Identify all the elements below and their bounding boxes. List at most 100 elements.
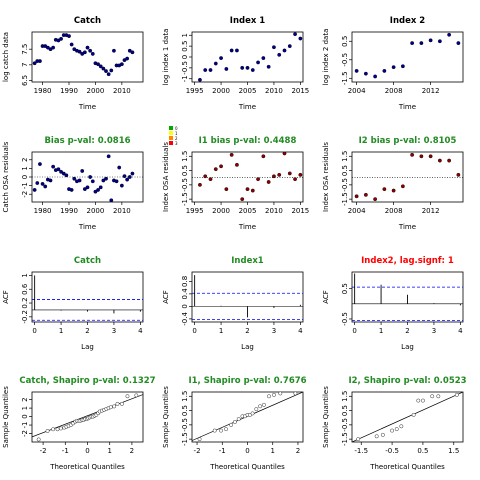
plot-frame — [351, 391, 464, 443]
x-tick-label: 4 — [458, 327, 463, 335]
legend-swatch — [169, 136, 173, 140]
x-tick-label: 2000 — [212, 87, 230, 95]
data-point — [261, 402, 266, 407]
data-point — [59, 169, 63, 174]
y-axis-label: log index 1 data — [162, 29, 170, 86]
data-point — [256, 177, 260, 182]
x-tick-label: -2 — [40, 447, 47, 455]
data-point — [250, 188, 255, 193]
data-point — [32, 61, 37, 66]
data-point — [104, 69, 108, 73]
x-tick-label: 2005 — [239, 207, 257, 215]
x-tick-label: 3 — [272, 327, 276, 335]
y-tick-label: 0.5 — [341, 165, 349, 176]
y-tick-label: 1 — [21, 273, 29, 277]
x-tick-label: 1 — [379, 327, 383, 335]
y-tick-label: 0.5 — [341, 405, 349, 416]
x-tick-label: 2015 — [291, 87, 309, 95]
data-point — [272, 45, 276, 50]
data-point — [119, 183, 124, 188]
x-tick-label: 2004 — [348, 207, 366, 215]
data-point — [411, 412, 416, 417]
data-point — [96, 188, 100, 192]
x-tick-label: 1990 — [60, 207, 78, 215]
data-point — [235, 48, 239, 53]
x-tick-label: 4 — [138, 327, 143, 335]
data-layer — [32, 33, 135, 77]
data-point — [120, 401, 124, 406]
data-point — [56, 167, 61, 172]
x-tick-label: -1.5 — [354, 447, 368, 455]
plot-frame — [191, 31, 304, 83]
data-point — [197, 437, 202, 442]
y-tick-label: -0.5 — [181, 418, 189, 432]
data-point — [363, 192, 368, 197]
y-tick-label: -0.5 — [341, 312, 349, 326]
x-axis-label: Time — [238, 223, 256, 231]
x-tick-label: 3 — [112, 327, 116, 335]
x-tick-label: 2 — [85, 327, 89, 335]
panel-qq-catch: Catch, Shapiro p-val: 0.1327-2 -1 0 1 2-2-10… — [2, 376, 156, 471]
x-tick-label: 2012 — [422, 87, 440, 95]
x-tick-label: 2010 — [265, 207, 283, 215]
data-point — [69, 42, 74, 47]
data-point — [198, 182, 202, 187]
data-point — [430, 394, 435, 399]
x-tick-label: 2015 — [291, 207, 309, 215]
data-point — [261, 56, 266, 60]
x-tick-label: 3 — [432, 327, 436, 335]
data-layer — [352, 392, 463, 442]
x-tick-label: 2000 — [87, 207, 105, 215]
x-tick-label: 2008 — [385, 87, 403, 95]
y-axis-label: ACF — [2, 290, 10, 304]
legend-swatch — [169, 126, 173, 130]
data-point — [93, 189, 98, 194]
legend-label: 1 — [175, 131, 178, 136]
panel-title: I1, Shapiro p-val: 0.7676 — [188, 376, 306, 386]
y-tick-label: 0 — [21, 414, 29, 418]
data-point — [35, 181, 40, 185]
plot-frame — [351, 31, 464, 83]
y-tick-label: -1.5 — [341, 432, 349, 446]
y-tick-label: 1 — [21, 406, 29, 410]
data-point — [134, 393, 139, 398]
y-tick-label: 0.5 — [181, 405, 189, 416]
legend-label: 3 — [175, 141, 178, 146]
data-point — [51, 427, 55, 432]
y-tick-label: 0.8 — [181, 276, 189, 287]
y-tick-label: -0.5 — [181, 61, 189, 75]
data-point — [373, 197, 378, 202]
data-point — [130, 171, 135, 176]
y-tick-label: 0 — [181, 304, 189, 308]
data-point — [125, 394, 130, 399]
data-point — [258, 404, 263, 409]
y-tick-label: -1 — [21, 422, 29, 429]
qq-reference-line — [32, 394, 143, 438]
data-point — [272, 392, 276, 397]
x-tick-label: 0 — [352, 327, 356, 335]
data-point — [48, 178, 53, 183]
data-point — [80, 169, 85, 173]
data-layer — [32, 275, 143, 321]
data-point — [104, 176, 108, 181]
panel-index1: Index 1 1995 2000 2005 2010 2015 -1-0.5 0 0.5 1 Ti… — [162, 16, 309, 111]
data-point — [250, 68, 255, 72]
data-point — [32, 188, 37, 192]
data-point — [119, 62, 124, 67]
data-point — [363, 71, 368, 76]
data-point — [282, 48, 287, 53]
data-point — [391, 65, 396, 70]
y-tick-label: -1.5 — [341, 71, 349, 85]
x-axis-label: Theoretical Quantiles — [49, 463, 125, 471]
y-tick-label: 1.5 — [341, 151, 349, 162]
data-layer — [352, 273, 463, 321]
x-axis-label: Lag — [401, 343, 414, 351]
data-point — [98, 185, 103, 190]
data-point — [106, 72, 111, 77]
y-tick-label: 0.5 — [341, 36, 349, 47]
y-tick-label: 0.5 — [181, 165, 189, 176]
data-point — [43, 184, 48, 189]
data-point — [380, 432, 385, 437]
